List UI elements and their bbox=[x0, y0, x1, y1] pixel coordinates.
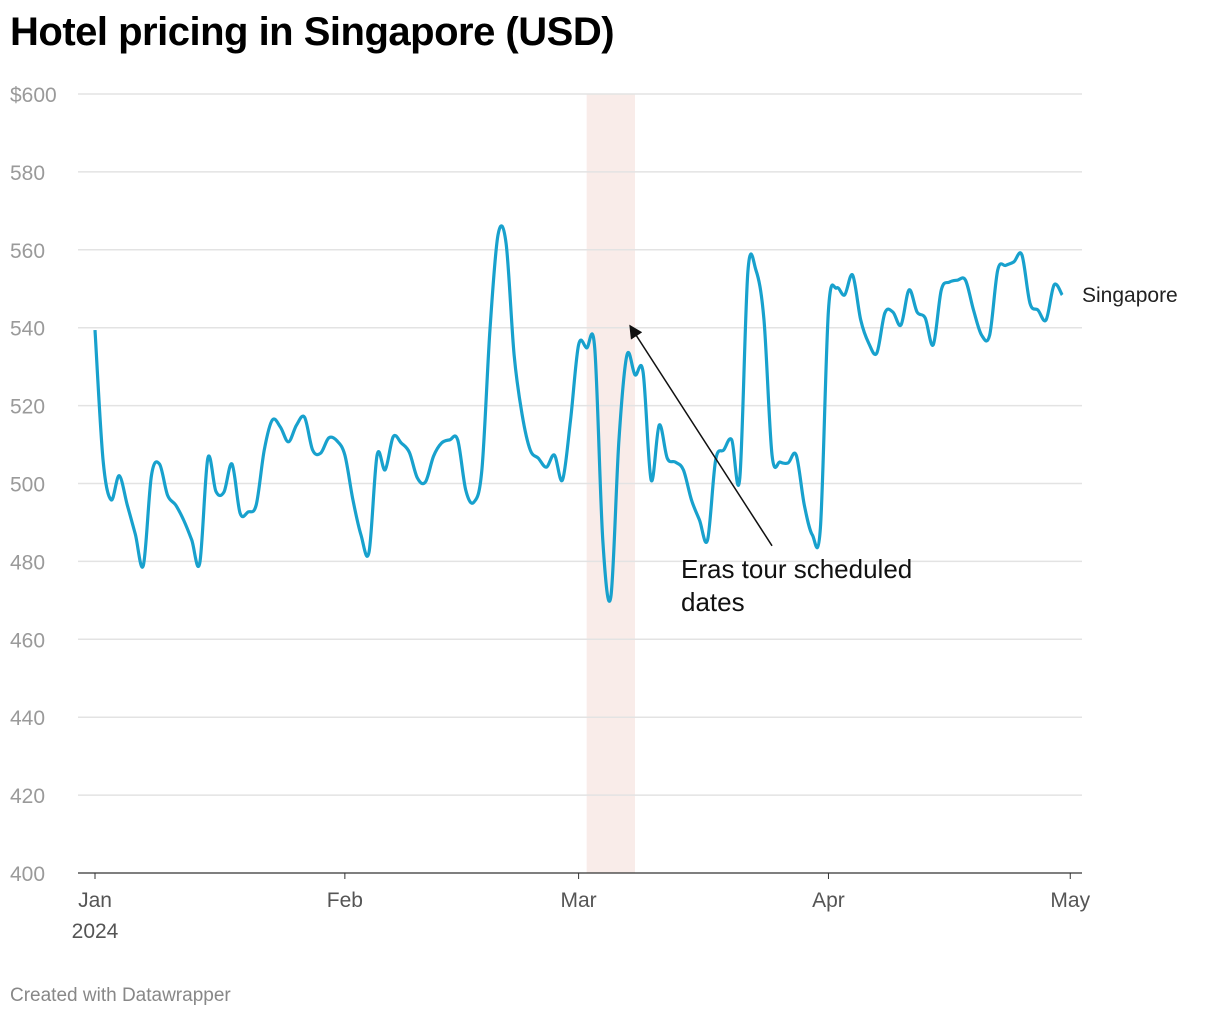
series-label: Singapore bbox=[1082, 284, 1178, 307]
y-tick-label: 540 bbox=[10, 318, 45, 341]
annotation-text-line2: dates bbox=[681, 587, 745, 617]
credit-footer: Created with Datawrapper bbox=[10, 985, 231, 1006]
series-line-singapore bbox=[93, 224, 1064, 603]
x-tick-label: Mar bbox=[561, 889, 597, 912]
y-tick-label: $600 bbox=[10, 84, 57, 107]
y-tick-label: 500 bbox=[10, 474, 45, 497]
y-tick-label: 460 bbox=[10, 629, 45, 652]
y-tick-label: 400 bbox=[10, 863, 45, 886]
y-tick-label: 580 bbox=[10, 162, 45, 185]
annotation-text-line1: Eras tour scheduled bbox=[681, 554, 912, 584]
y-tick-label: 520 bbox=[10, 396, 45, 419]
x-tick-year: 2024 bbox=[72, 920, 119, 943]
y-tick-label: 560 bbox=[10, 240, 45, 263]
y-tick-label: 480 bbox=[10, 551, 45, 574]
chart-title: Hotel pricing in Singapore (USD) bbox=[10, 10, 615, 54]
y-tick-label: 420 bbox=[10, 785, 45, 808]
x-tick-label: Jan bbox=[78, 889, 112, 912]
x-tick-label: Apr bbox=[812, 889, 845, 912]
annotation-arrow bbox=[629, 324, 773, 547]
x-tick-label: Feb bbox=[327, 889, 363, 912]
x-tick-label: May bbox=[1050, 889, 1090, 912]
y-tick-label: 440 bbox=[10, 707, 45, 730]
